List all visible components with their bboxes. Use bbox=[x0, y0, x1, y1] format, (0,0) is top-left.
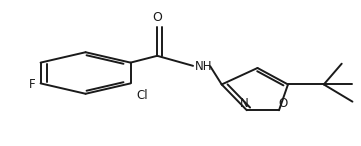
Text: F: F bbox=[29, 78, 35, 91]
Text: NH: NH bbox=[195, 60, 212, 73]
Text: N: N bbox=[240, 97, 248, 110]
Text: O: O bbox=[278, 97, 287, 110]
Text: O: O bbox=[152, 11, 162, 24]
Text: Cl: Cl bbox=[136, 89, 148, 102]
